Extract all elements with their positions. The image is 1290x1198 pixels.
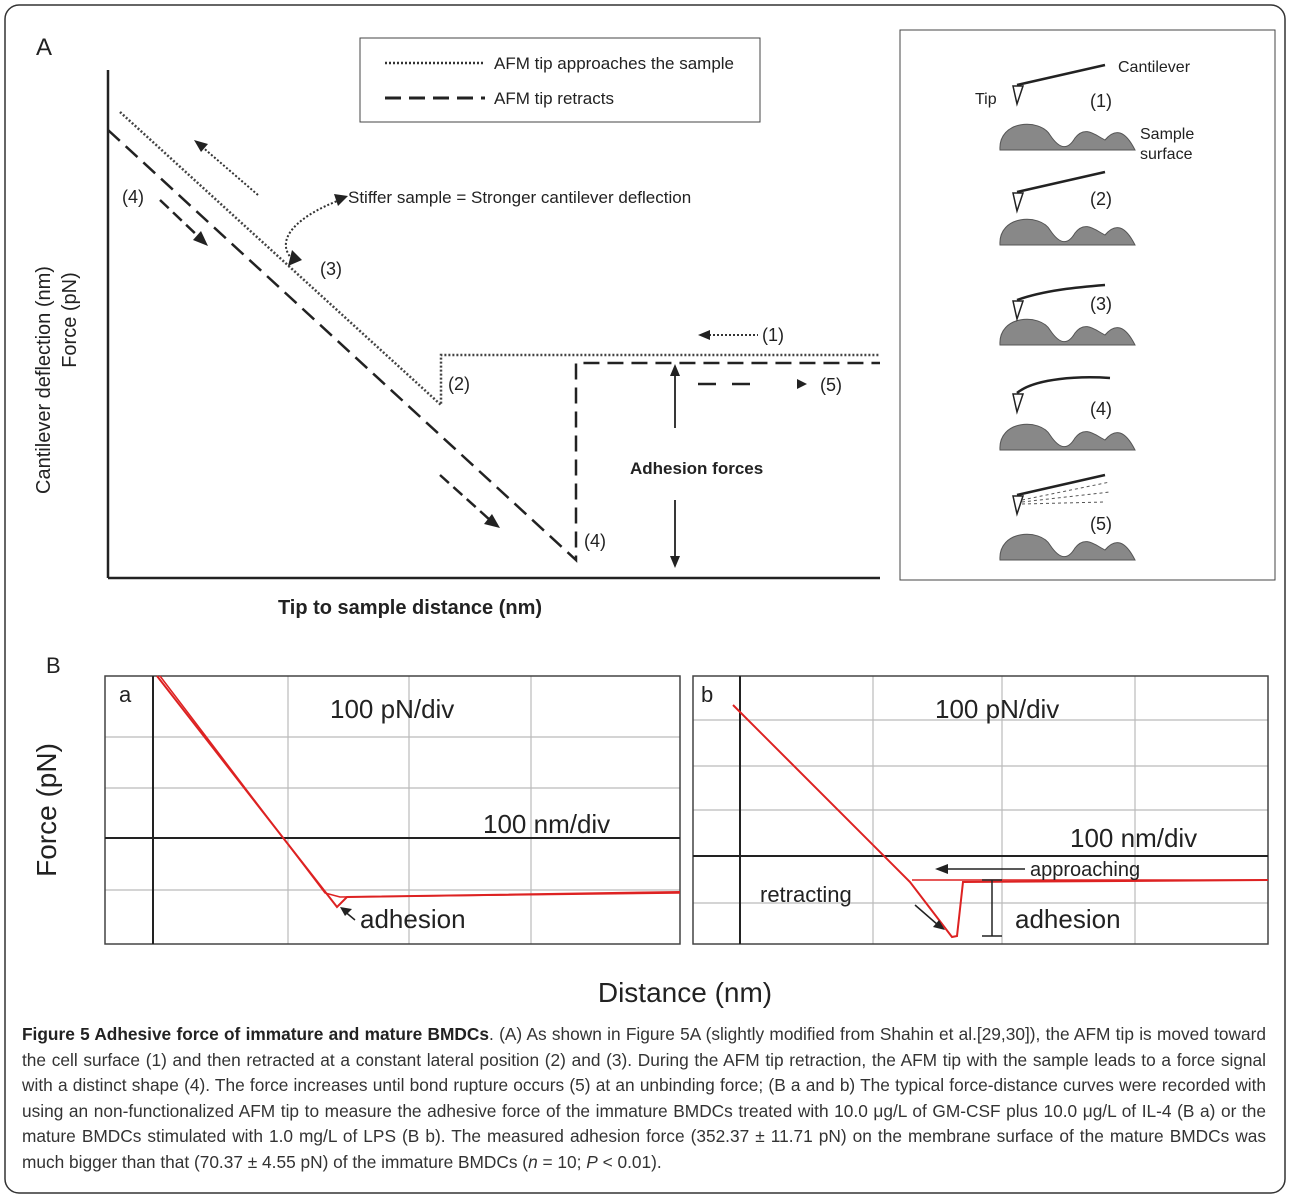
annotation: adhesion: [360, 904, 466, 934]
adhesion-bar: [982, 879, 1002, 937]
scale-label: 100 pN/div: [935, 694, 1059, 724]
x-label: Distance (nm): [598, 977, 772, 1008]
tip: [1012, 85, 1025, 107]
schematic-label: Tip: [975, 91, 997, 108]
scale-label: 100 pN/div: [330, 694, 454, 724]
cantilever: [1016, 283, 1106, 302]
schematic-step: (1): [1090, 91, 1112, 111]
panel-label: B: [46, 653, 61, 678]
arrowhead: [194, 140, 208, 152]
caption-text: < 0.01).: [597, 1151, 662, 1172]
sample: [999, 123, 1136, 151]
retract-curve: [107, 129, 880, 563]
legend-box: [359, 37, 761, 123]
caption: Figure 5 Adhesive force of immature and …: [22, 1022, 1266, 1175]
tip: [1012, 300, 1025, 322]
sample: [999, 318, 1136, 346]
step-label: (5): [820, 375, 842, 395]
approach-curve: [119, 111, 880, 408]
arrowhead: [935, 864, 948, 874]
arrow: [914, 904, 939, 926]
schematic-box: [899, 29, 1276, 581]
sample: [999, 533, 1136, 561]
tip: [1012, 495, 1025, 517]
panel-label: A: [36, 34, 52, 61]
arrowhead: [340, 907, 352, 916]
schematic-step: (3): [1090, 294, 1112, 314]
scale-label: 100 nm/div: [483, 809, 610, 839]
annotation: Stiffer sample = Stronger cantilever def…: [348, 188, 691, 207]
arrowhead: [933, 920, 945, 930]
release-line: [1021, 481, 1111, 501]
legend-text: AFM tip retracts: [494, 89, 614, 108]
cantilevers: [1016, 63, 1111, 497]
tips: [1012, 85, 1025, 517]
caption-symbol: n: [528, 1151, 538, 1172]
step-label: (4): [122, 187, 144, 207]
arrowhead: [193, 231, 208, 246]
sample: [999, 218, 1136, 246]
caption-title: Figure 5 Adhesive force of immature and …: [22, 1024, 489, 1044]
sample: [999, 423, 1136, 451]
arrowhead: [797, 379, 807, 389]
caption-text: = 10;: [537, 1151, 587, 1172]
cantilever: [1016, 170, 1106, 194]
subpanel-label: b: [701, 682, 713, 707]
force-curve: [732, 704, 1269, 939]
tip: [1012, 393, 1025, 415]
step-label: (4): [584, 531, 606, 551]
arrowhead: [334, 194, 348, 206]
plot-box: [104, 675, 681, 945]
frame: [4, 4, 1286, 1194]
cantilever: [1016, 376, 1111, 394]
arrow: [199, 144, 259, 196]
arrowhead: [670, 556, 680, 568]
y-label: Force (pN): [59, 272, 81, 368]
scale-label: 100 nm/div: [1070, 823, 1197, 853]
adhesion-label: Adhesion forces: [630, 459, 763, 478]
cantilever: [1016, 473, 1106, 497]
step-label: (3): [320, 259, 342, 279]
annotation: approaching: [1030, 859, 1140, 881]
subpanel-label: a: [119, 682, 132, 707]
y-label: Cantilever deflection (nm): [33, 266, 55, 494]
schematic-step: (2): [1090, 189, 1112, 209]
plot-box: [692, 675, 1269, 945]
caption-symbol: P: [586, 1151, 598, 1172]
schematic-step: (5): [1090, 514, 1112, 534]
step-label: (2): [448, 374, 470, 394]
x-label: Tip to sample distance (nm): [278, 597, 542, 619]
curved-arrow: [284, 199, 341, 263]
annotation: adhesion: [1015, 904, 1121, 934]
samples: [999, 123, 1136, 561]
cantilever: [1016, 63, 1106, 87]
schematic-step: (4): [1090, 399, 1112, 419]
annotation: retracting: [760, 882, 852, 907]
caption-text: . (A) As shown in Figure 5A (slightly mo…: [22, 1024, 1266, 1172]
schematic-label: Sample: [1140, 126, 1194, 143]
arrowhead: [670, 364, 680, 376]
release-lines: [1021, 481, 1111, 505]
schematic-label: Cantilever: [1118, 59, 1191, 76]
arrowhead: [288, 250, 302, 266]
grid-b: [693, 676, 1268, 944]
step-label: (1): [762, 325, 784, 345]
legend-text: AFM tip approaches the sample: [494, 54, 734, 73]
schematic-label: surface: [1140, 146, 1193, 163]
arrowhead: [484, 514, 500, 528]
arrowhead: [698, 330, 710, 340]
arrow: [439, 474, 491, 521]
force-curve: [159, 675, 681, 898]
release-line: [1021, 501, 1106, 505]
y-label: Force (pN): [31, 743, 62, 877]
release-line: [1021, 491, 1111, 503]
arrow: [159, 199, 201, 239]
grid-a: [105, 676, 680, 944]
tip: [1012, 192, 1025, 214]
